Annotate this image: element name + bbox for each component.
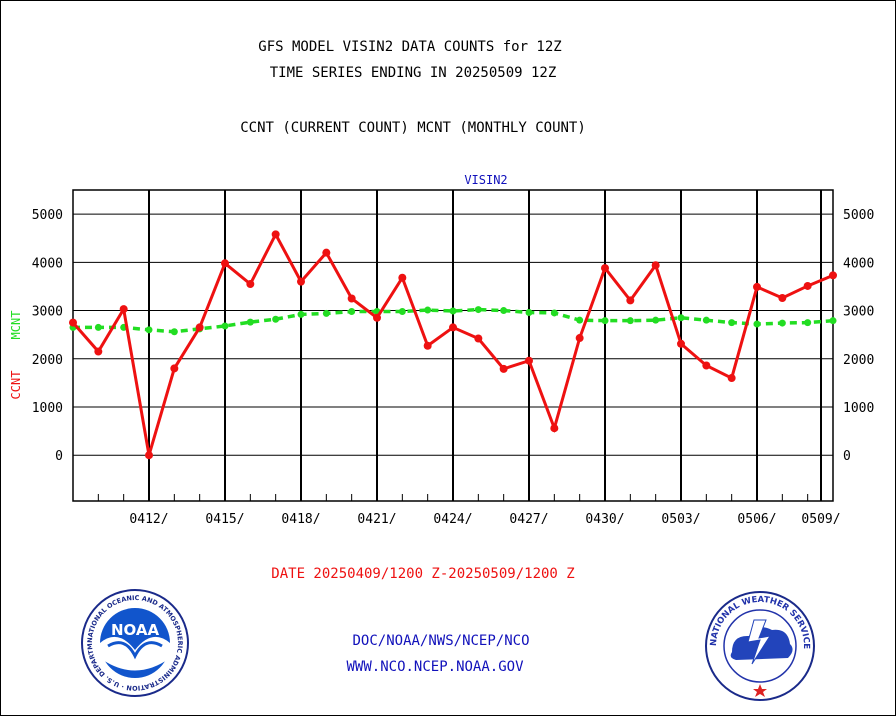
nws-logo: NATIONAL WEATHER SERVICE [705,591,815,701]
x-tick-label: 0424/ [433,512,472,527]
y-tick-label-left: 0 [55,449,63,464]
data-point-mcnt [322,309,330,317]
data-point-mcnt [728,319,736,327]
data-point-ccnt [525,356,533,365]
data-point-ccnt [550,424,559,433]
data-point-mcnt [272,315,280,323]
data-point-ccnt [145,451,153,460]
x-tick-label: 0427/ [509,512,548,527]
data-point-mcnt [398,308,406,316]
noaa-logo: NATIONAL OCEANIC AND ATMOSPHERIC ADMINIS… [80,588,189,697]
y-axis-label-ccnt: CCNT [9,371,23,400]
data-point-ccnt [727,374,736,383]
data-point-mcnt [677,314,685,322]
data-point-ccnt [499,364,508,373]
data-point-mcnt [702,316,710,324]
data-point-ccnt [271,230,280,239]
data-point-mcnt [804,319,812,327]
data-point-ccnt [753,282,761,291]
x-tick-label: 0418/ [281,512,320,527]
org-path-label: DOC/NOAA/NWS/NCEP/NCO [352,633,530,649]
noaa-center-text: NOAA [111,621,160,639]
data-point-mcnt [424,306,432,314]
x-tick-label: 0421/ [357,512,396,527]
x-tick-label: 0412/ [129,512,168,527]
data-point-mcnt [94,323,102,331]
plot-title: VISIN2 [464,173,507,187]
date-range-label: DATE 20250409/1200 Z-20250509/1200 Z [271,566,575,582]
y-tick-label-left: 4000 [32,256,63,271]
data-point-ccnt [449,323,457,332]
data-point-ccnt [347,294,356,303]
website-label: WWW.NCO.NCEP.NOAA.GOV [346,659,524,675]
y-tick-label-right: 1000 [843,401,874,416]
data-point-mcnt [246,318,254,326]
data-point-ccnt [778,294,787,303]
data-point-ccnt [246,280,255,289]
data-point-mcnt [626,317,634,325]
data-point-mcnt [601,317,609,325]
data-point-ccnt [651,261,660,270]
data-point-ccnt [423,341,432,350]
data-point-ccnt [297,277,305,286]
y-tick-label-left: 1000 [32,401,63,416]
data-point-ccnt [119,305,128,314]
data-point-ccnt [575,334,584,343]
y-tick-label-right: 4000 [843,256,874,271]
data-point-ccnt [69,318,77,327]
x-tick-label: 0430/ [585,512,624,527]
data-point-ccnt [474,334,483,343]
data-point-mcnt [348,308,356,316]
data-point-ccnt [170,364,179,373]
data-point-mcnt [449,307,457,315]
x-tick-label: 0415/ [205,512,244,527]
y-tick-label-left: 5000 [32,208,63,223]
data-point-ccnt [702,361,711,370]
data-point-ccnt [322,248,331,257]
y-tick-label-right: 5000 [843,208,874,223]
data-point-ccnt [601,264,609,273]
data-point-ccnt [626,296,635,305]
data-point-mcnt [753,320,761,328]
data-point-mcnt [221,322,229,330]
data-point-ccnt [94,347,103,356]
chart-title-line-2: TIME SERIES ENDING IN 20250509 12Z [269,65,557,81]
data-point-mcnt [652,316,660,324]
y-tick-label-right: 2000 [843,353,874,368]
data-point-mcnt [145,326,153,334]
data-point-mcnt [576,316,584,324]
y-tick-label-right: 3000 [843,305,874,320]
data-point-ccnt [677,339,685,348]
data-point-ccnt [803,281,812,290]
y-tick-label-left: 3000 [32,305,63,320]
data-point-mcnt [525,308,533,316]
y-axis-label-mcnt: MCNT [9,311,23,340]
data-point-ccnt [398,273,407,282]
legend-line: CCNT (CURRENT COUNT) MCNT (MONTHLY COUNT… [240,120,586,136]
data-point-mcnt [778,319,786,327]
chart-title-line-1: GFS MODEL VISIN2 DATA COUNTS for 12Z [258,39,562,55]
data-point-mcnt [474,306,482,314]
data-point-ccnt [221,259,229,268]
y-tick-label-left: 2000 [32,353,63,368]
data-point-mcnt [170,328,178,336]
data-point-mcnt [550,309,558,317]
data-point-ccnt [373,313,381,322]
x-tick-label: 0509/ [801,512,840,527]
data-point-ccnt [195,323,204,332]
data-point-mcnt [829,317,837,325]
data-point-mcnt [500,307,508,315]
y-tick-label-right: 0 [843,449,851,464]
data-point-mcnt [297,310,305,318]
x-tick-label: 0506/ [737,512,776,527]
data-point-ccnt [829,271,837,280]
x-tick-label: 0503/ [661,512,700,527]
